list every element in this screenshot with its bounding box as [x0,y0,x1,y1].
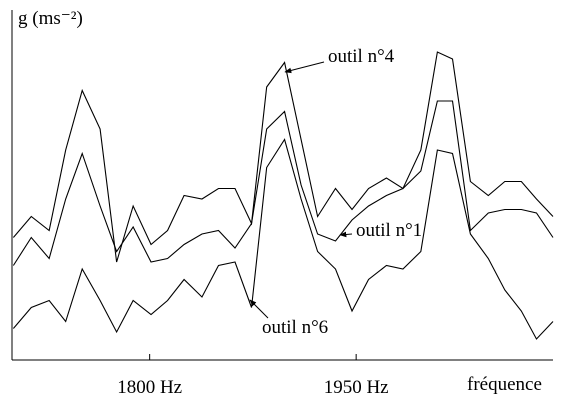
series-line [12,100,554,266]
series-line [12,51,554,263]
y-axis-label: g (ms⁻²) [18,8,83,29]
series-label: outil n°6 [262,317,328,338]
series-line [12,138,554,340]
x-tick-label: 1800 Hz [117,377,182,398]
series-label: outil n°1 [356,220,422,241]
series-label-arrow [249,299,269,319]
series-label-arrow [339,231,353,238]
series-label: outil n°4 [328,46,395,67]
series-label-arrow [284,61,325,74]
x-tick-label: 1950 Hz [324,377,389,398]
x-axis-label: fréquence [467,374,542,395]
